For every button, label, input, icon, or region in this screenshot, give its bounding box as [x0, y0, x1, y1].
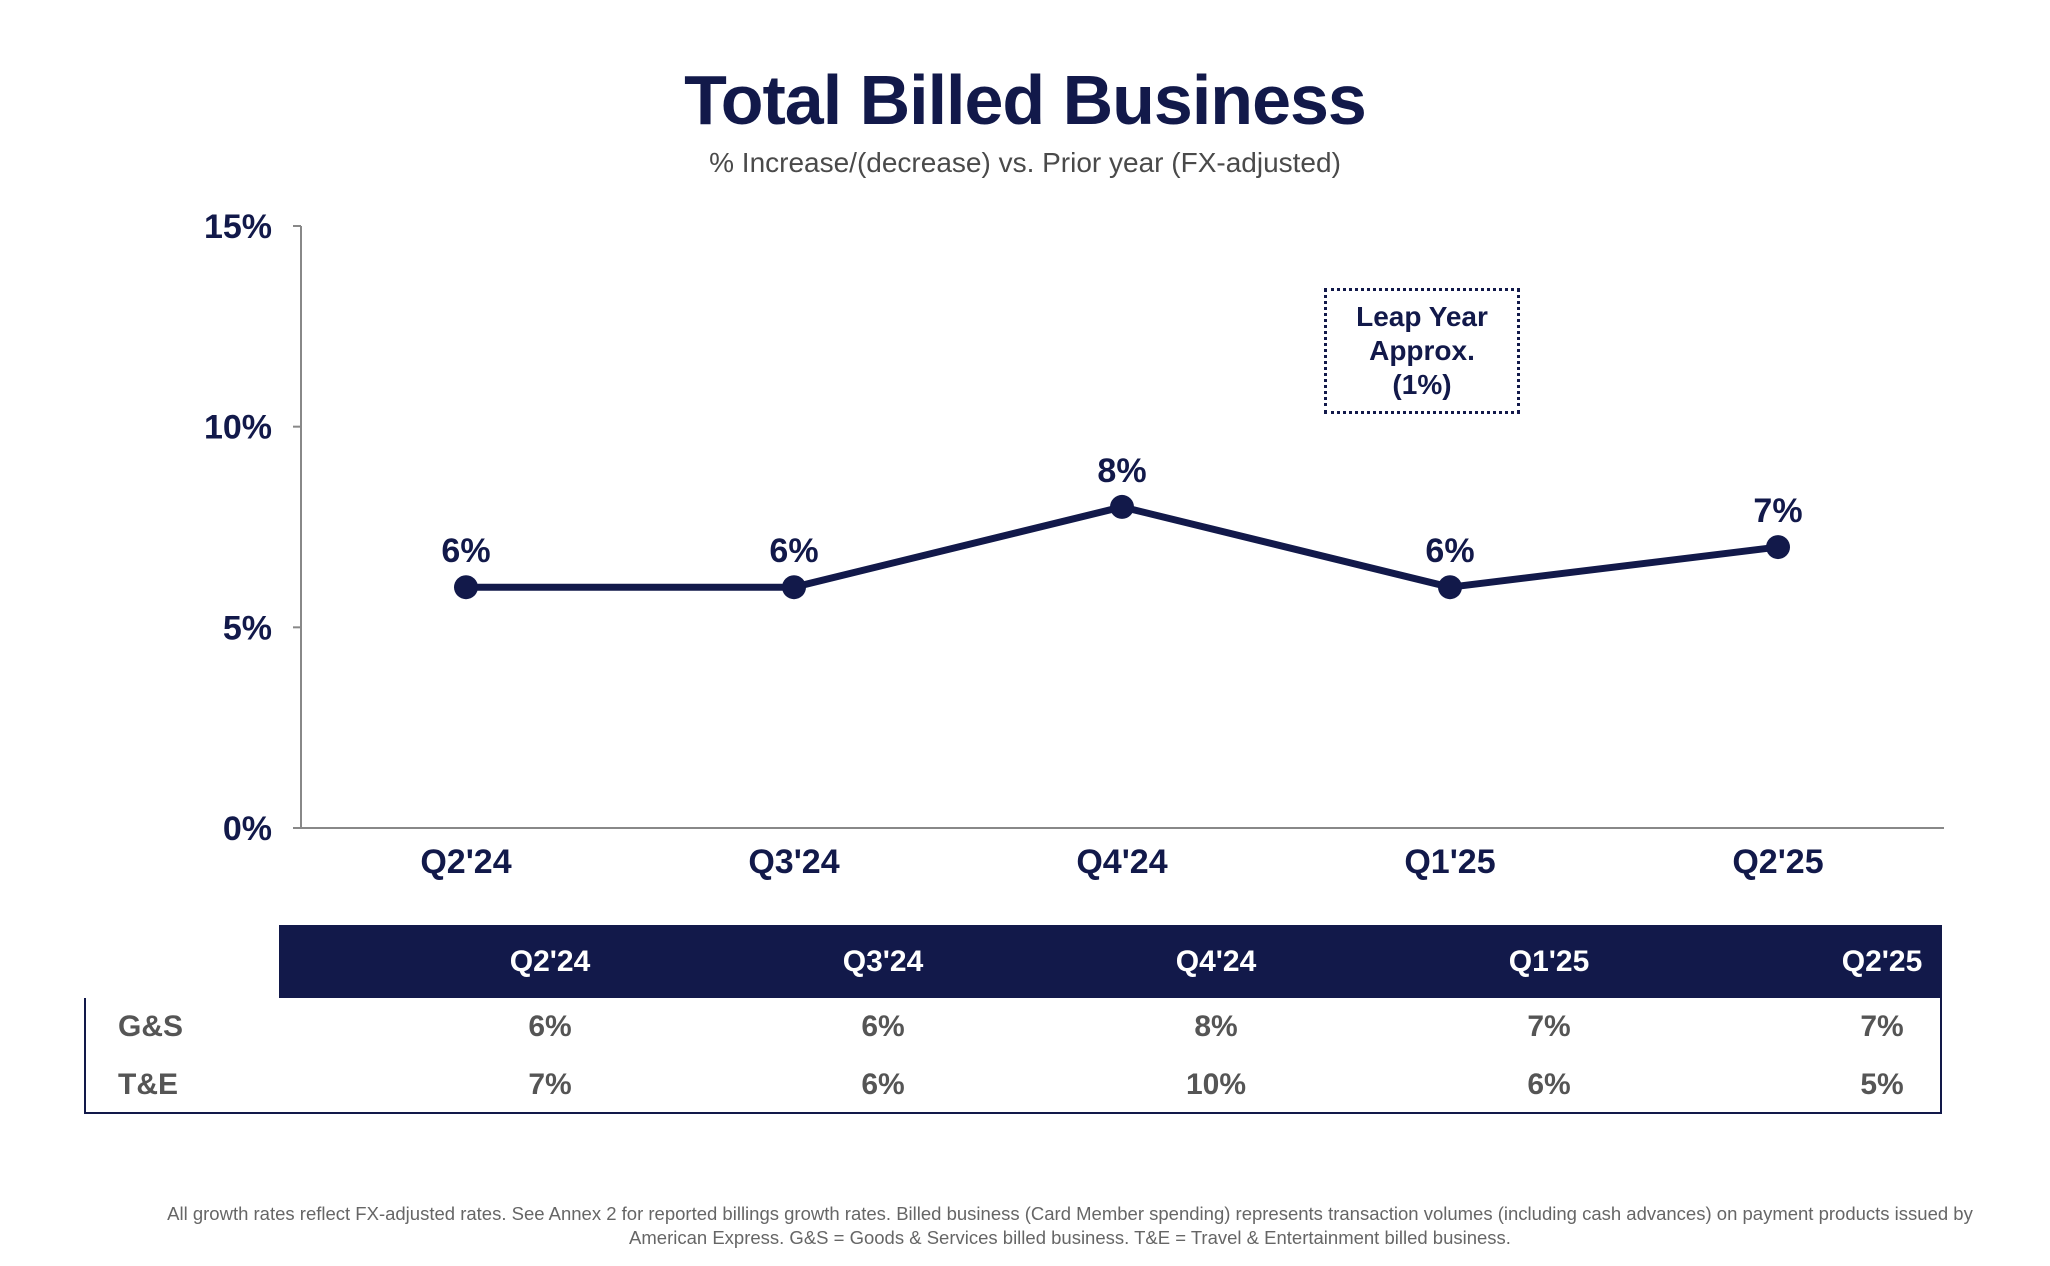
data-point: [782, 575, 806, 600]
x-axis-ticks: Q2'24 Q3'24 Q4'24 Q1'25 Q2'25: [420, 843, 1823, 881]
footnote: All growth rates reflect FX-adjusted rat…: [167, 1203, 1973, 1248]
x-tick-label: Q4'24: [1076, 843, 1167, 881]
data-point: [454, 575, 478, 600]
table-cell: 6%: [861, 1010, 905, 1043]
data-point: [1110, 494, 1134, 519]
leap-year-annotation: Leap Year Approx. (1%): [1324, 288, 1520, 414]
table-cell: 8%: [1194, 1010, 1238, 1043]
table-cell: 10%: [1185, 1068, 1247, 1101]
x-tick-label: Q2'24: [420, 843, 511, 881]
table-row-label: G&S: [118, 1010, 184, 1043]
data-label: 8%: [1097, 452, 1146, 490]
data-point: [1766, 535, 1790, 560]
table-column-header: Q1'25: [1508, 945, 1590, 978]
table-cell: 6%: [1527, 1068, 1571, 1101]
series-line: [466, 503, 1779, 591]
data-label: 6%: [441, 532, 490, 570]
line-chart: 0%5%10%15% Q2'24 Q3'24 Q4'24 Q1'25 Q2'25 6% 6…: [204, 208, 1944, 881]
table-cell: 6%: [528, 1010, 572, 1043]
series-line-group: 6% 6% 8% 6% 7%: [441, 452, 1803, 600]
y-tick-label: 0%: [223, 810, 272, 848]
table-column-header: Q4'24: [1175, 945, 1257, 978]
data-point: [1438, 575, 1462, 600]
table-cell: 5%: [1860, 1068, 1904, 1101]
table-header-bar: [279, 925, 1942, 998]
y-tick-label: 10%: [204, 409, 272, 447]
table-cell: 7%: [1860, 1010, 1904, 1043]
chart-subtitle: % Increase/(decrease) vs. Prior year (FX…: [709, 147, 1341, 178]
chart-title: Total Billed Business: [684, 61, 1367, 139]
y-tick-label: 5%: [223, 609, 272, 647]
y-axis-ticks: 0% 5% 10% 15%: [204, 208, 301, 848]
y-tick-label: 15%: [204, 208, 272, 246]
table-row-label: T&E: [118, 1068, 178, 1101]
x-tick-label: Q3'24: [748, 843, 839, 881]
data-label: 7%: [1753, 492, 1802, 530]
table-column-header: Q2'24: [509, 945, 591, 978]
table-cell: 6%: [861, 1068, 905, 1101]
table-column-header: Q2'25: [1841, 945, 1923, 978]
x-tick-label: Q2'25: [1732, 843, 1823, 881]
data-label: 6%: [769, 532, 818, 570]
table-cell: 7%: [528, 1068, 572, 1101]
x-tick-label: Q1'25: [1404, 843, 1495, 881]
table-cell: 7%: [1527, 1010, 1571, 1043]
table-body: [84, 998, 1942, 1114]
table-column-header: Q3'24: [842, 945, 924, 978]
data-label: 6%: [1425, 532, 1474, 570]
